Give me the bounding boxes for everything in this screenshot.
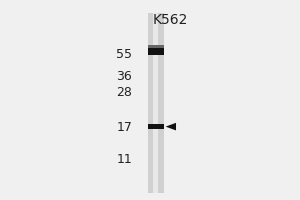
Text: 36: 36 — [116, 70, 132, 83]
Bar — [148, 48, 164, 55]
Text: 55: 55 — [116, 48, 132, 61]
Text: K562: K562 — [153, 13, 188, 27]
Text: 17: 17 — [116, 121, 132, 134]
Text: 28: 28 — [116, 86, 132, 99]
Bar — [148, 45, 164, 48]
Text: 11: 11 — [116, 153, 132, 166]
Bar — [148, 13, 164, 193]
Bar — [148, 124, 164, 129]
Bar — [154, 13, 158, 193]
Polygon shape — [166, 123, 176, 130]
